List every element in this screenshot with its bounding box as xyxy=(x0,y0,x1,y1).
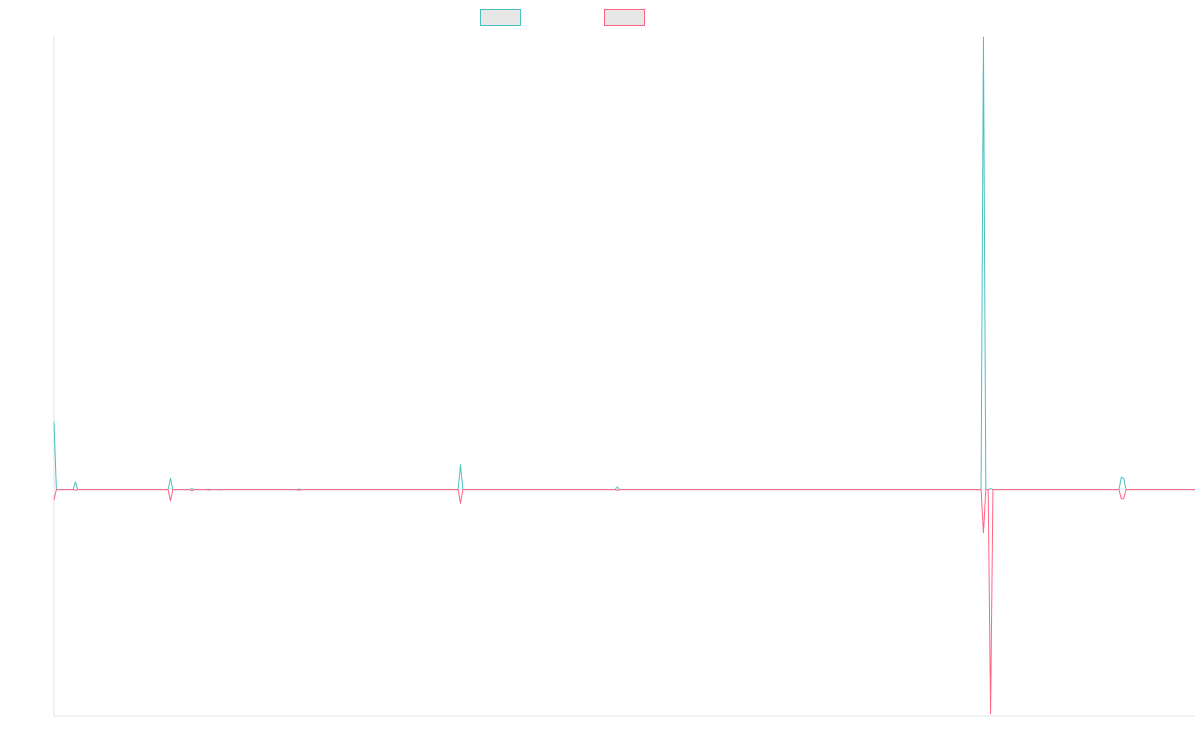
legend xyxy=(480,9,645,26)
plot-area xyxy=(53,36,1195,717)
legend-swatch-series-2[interactable] xyxy=(604,9,645,26)
series-layer xyxy=(53,36,1195,715)
series-line-2 xyxy=(53,489,1195,715)
series-line-1 xyxy=(53,36,1195,491)
legend-swatch-series-1[interactable] xyxy=(480,9,521,26)
